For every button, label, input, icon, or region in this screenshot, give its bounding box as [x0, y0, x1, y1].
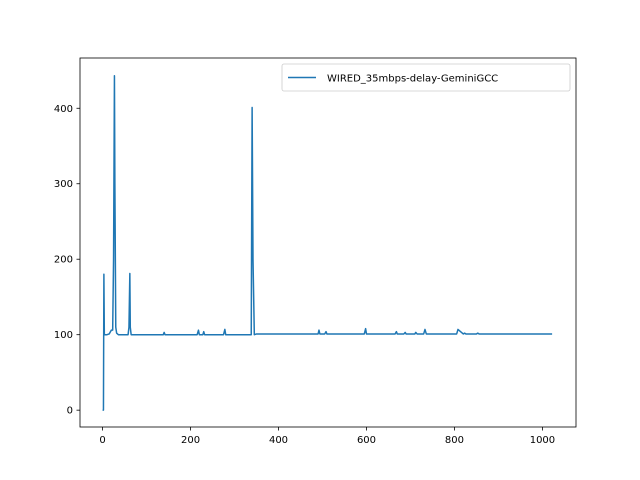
x-tick-label: 400	[269, 435, 288, 446]
x-tick-label: 200	[181, 435, 200, 446]
legend: WIRED_35mbps-delay-GeminiGCC	[281, 63, 571, 92]
plot-area	[80, 58, 576, 427]
legend-box	[281, 63, 571, 92]
legend-label: WIRED_35mbps-delay-GeminiGCC	[327, 74, 498, 85]
x-tick-label: 600	[357, 435, 376, 446]
y-tick-label: 200	[54, 255, 73, 266]
y-tick-label: 100	[54, 330, 73, 341]
x-tick-label: 0	[99, 435, 105, 446]
series-line-0	[102, 75, 553, 411]
y-tick-label: 400	[54, 104, 73, 115]
x-axis-ticks: 0 200 400 600 800 1000	[99, 427, 555, 446]
y-tick-label: 300	[54, 179, 73, 190]
axes-frame	[79, 57, 577, 428]
y-tick-label: 0	[67, 406, 73, 417]
x-tick-label: 800	[445, 435, 464, 446]
y-axis-ticks: 0 100 200 300 400	[54, 104, 80, 417]
series-layer	[102, 75, 553, 411]
x-tick-label: 1000	[530, 435, 555, 446]
